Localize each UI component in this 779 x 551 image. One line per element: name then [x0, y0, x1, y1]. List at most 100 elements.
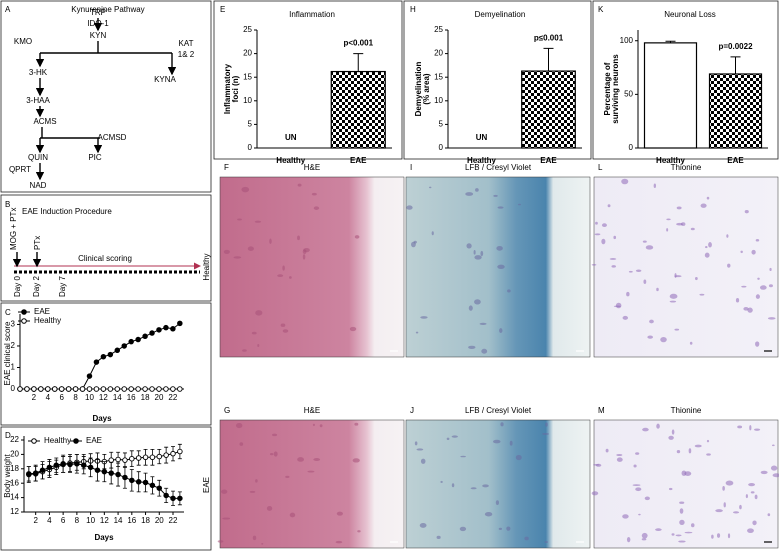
cell	[354, 235, 360, 239]
marker	[114, 347, 121, 354]
cell	[482, 484, 489, 488]
cell	[252, 535, 257, 541]
marker	[121, 386, 127, 392]
cell	[474, 255, 482, 260]
cell	[428, 186, 432, 189]
bar	[521, 70, 576, 149]
cell	[681, 470, 687, 476]
cell	[420, 458, 426, 464]
cell	[242, 349, 247, 352]
cell	[481, 348, 488, 354]
cell	[303, 247, 310, 253]
cell	[497, 264, 505, 269]
legend-marker	[21, 309, 27, 315]
legend-label: Healthy	[44, 436, 71, 445]
panel-frame	[213, 0, 403, 160]
cell	[493, 194, 498, 197]
cell	[499, 328, 503, 334]
cell	[727, 263, 731, 268]
cell	[509, 440, 513, 446]
panel-frame	[0, 426, 212, 551]
x-tick-label: 16	[127, 393, 136, 402]
cell	[221, 489, 228, 494]
legend-marker	[31, 438, 37, 444]
cell	[690, 523, 695, 528]
cell	[451, 483, 455, 488]
x-tick-label: 14	[113, 393, 122, 402]
marker	[122, 457, 128, 463]
x-axis-label: Days	[92, 414, 112, 423]
histology-image	[593, 176, 779, 358]
cell	[653, 183, 657, 189]
marker	[38, 386, 44, 392]
panel-label: J	[410, 406, 414, 415]
cell	[649, 319, 654, 324]
cell	[622, 514, 629, 519]
x-tick-label: 18	[141, 393, 150, 402]
y-tick-label: 15	[434, 72, 443, 81]
cell	[706, 439, 710, 443]
y-tick-label: 2	[11, 341, 16, 350]
cell	[760, 470, 768, 475]
day-label: Day 2	[32, 276, 41, 297]
y-tick-label: 100	[620, 36, 634, 45]
marker	[115, 456, 121, 463]
cell	[689, 341, 693, 345]
histology-image	[219, 176, 405, 358]
marker	[135, 455, 142, 461]
marker	[177, 386, 183, 392]
cell	[282, 265, 285, 271]
panel-label: E	[220, 5, 225, 14]
panel-frame	[0, 0, 212, 193]
cell	[241, 186, 250, 193]
histology-image	[593, 419, 779, 549]
y-tick-label: 1	[11, 363, 16, 372]
marker	[177, 320, 183, 327]
cell	[767, 513, 771, 517]
cell	[772, 473, 779, 478]
marker	[149, 454, 156, 461]
marker	[74, 461, 80, 467]
cell	[671, 429, 675, 435]
y-tick-label: 0	[439, 143, 444, 152]
cell	[222, 517, 231, 520]
cell	[473, 250, 476, 255]
cell	[460, 455, 466, 458]
cell	[605, 448, 609, 453]
cell	[352, 458, 360, 463]
cell	[601, 238, 606, 245]
marker	[128, 338, 134, 345]
cell	[542, 433, 550, 435]
x-tick-label: 8	[75, 516, 80, 525]
cell	[666, 228, 669, 232]
enzyme: KMO	[14, 37, 32, 46]
cell	[641, 538, 647, 541]
cell	[626, 536, 631, 543]
annotation: UN	[285, 133, 297, 142]
cell	[313, 206, 320, 210]
cell	[656, 423, 660, 429]
y-tick-label: 20	[434, 49, 443, 58]
marker	[156, 327, 162, 333]
enzyme: KAT	[179, 39, 194, 48]
x-axis-label: Days	[94, 533, 114, 542]
marker	[32, 470, 39, 476]
panel-label: G	[224, 406, 230, 415]
marker	[177, 448, 183, 455]
marker	[170, 326, 176, 332]
cell	[668, 435, 674, 440]
annotation: p=0.0022	[718, 42, 753, 51]
marker	[86, 386, 93, 392]
cell	[506, 526, 511, 531]
y-axis-label: Demyelination	[414, 62, 423, 117]
y-tick-label: 20	[243, 49, 252, 58]
cell	[266, 506, 273, 511]
cell	[669, 300, 677, 303]
cell	[289, 512, 296, 518]
marker	[122, 474, 128, 481]
cell	[769, 267, 772, 272]
cell	[593, 463, 600, 466]
pathway-node: PIC	[88, 153, 102, 162]
cell	[302, 254, 306, 260]
x-tick-label: Healthy	[276, 156, 305, 165]
